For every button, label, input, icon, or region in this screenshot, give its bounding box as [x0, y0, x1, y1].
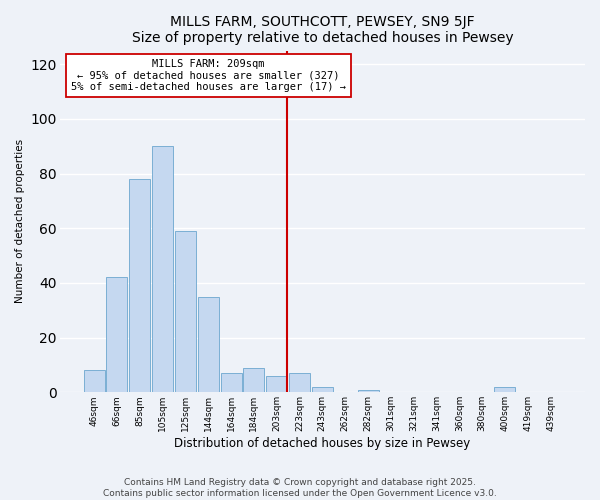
- Y-axis label: Number of detached properties: Number of detached properties: [15, 140, 25, 304]
- Bar: [106, 278, 127, 392]
- Bar: [221, 373, 242, 392]
- Bar: [289, 373, 310, 392]
- Bar: [494, 387, 515, 392]
- Text: MILLS FARM: 209sqm
← 95% of detached houses are smaller (327)
5% of semi-detache: MILLS FARM: 209sqm ← 95% of detached hou…: [71, 58, 346, 92]
- Bar: [244, 368, 265, 392]
- Bar: [358, 390, 379, 392]
- Text: Contains HM Land Registry data © Crown copyright and database right 2025.
Contai: Contains HM Land Registry data © Crown c…: [103, 478, 497, 498]
- X-axis label: Distribution of detached houses by size in Pewsey: Distribution of detached houses by size …: [174, 437, 470, 450]
- Title: MILLS FARM, SOUTHCOTT, PEWSEY, SN9 5JF
Size of property relative to detached hou: MILLS FARM, SOUTHCOTT, PEWSEY, SN9 5JF S…: [131, 15, 513, 45]
- Bar: [266, 376, 287, 392]
- Bar: [83, 370, 104, 392]
- Bar: [152, 146, 173, 392]
- Bar: [175, 231, 196, 392]
- Bar: [312, 387, 333, 392]
- Bar: [129, 179, 150, 392]
- Bar: [198, 296, 219, 392]
